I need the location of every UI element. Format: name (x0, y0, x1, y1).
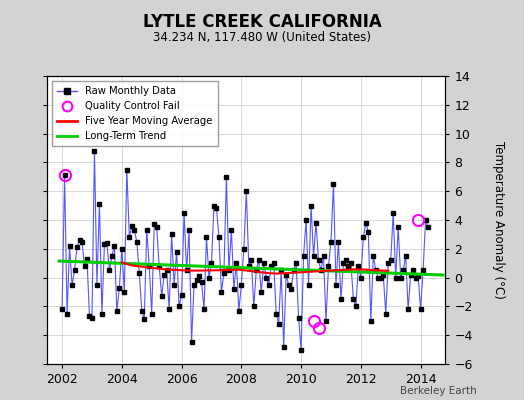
Text: Berkeley Earth: Berkeley Earth (400, 386, 477, 396)
Text: LYTLE CREEK CALIFORNIA: LYTLE CREEK CALIFORNIA (143, 13, 381, 31)
Legend: Raw Monthly Data, Quality Control Fail, Five Year Moving Average, Long-Term Tren: Raw Monthly Data, Quality Control Fail, … (52, 81, 217, 146)
Text: 34.234 N, 117.480 W (United States): 34.234 N, 117.480 W (United States) (153, 32, 371, 44)
Y-axis label: Temperature Anomaly (°C): Temperature Anomaly (°C) (492, 141, 505, 299)
